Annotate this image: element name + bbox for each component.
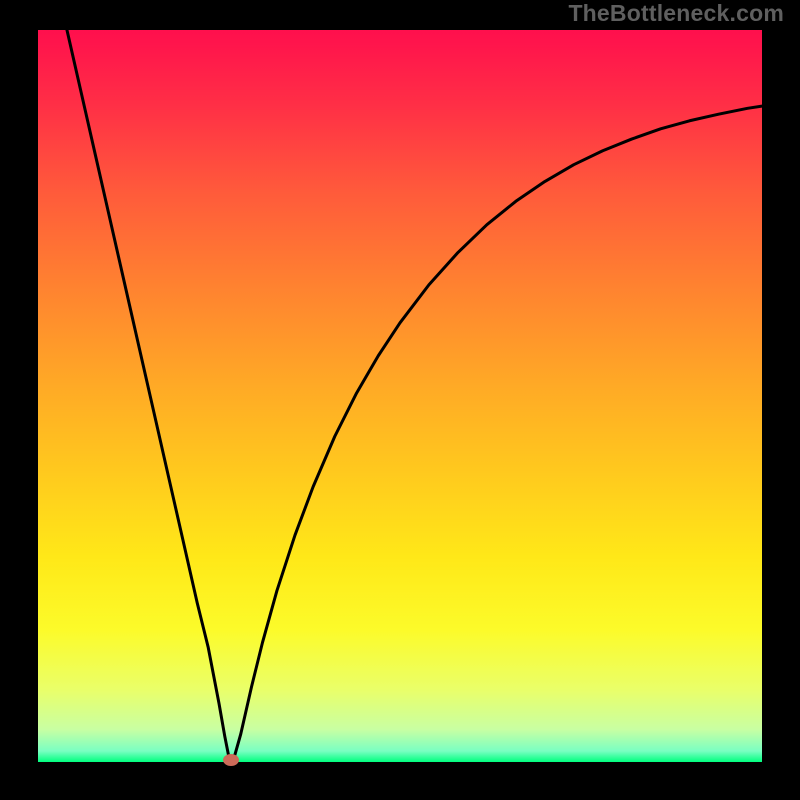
optimal-point-marker xyxy=(223,754,239,766)
watermark-text: TheBottleneck.com xyxy=(568,0,784,27)
chart-container: TheBottleneck.com xyxy=(0,0,800,800)
plot-background-gradient xyxy=(38,30,762,762)
plot-area xyxy=(38,30,762,762)
